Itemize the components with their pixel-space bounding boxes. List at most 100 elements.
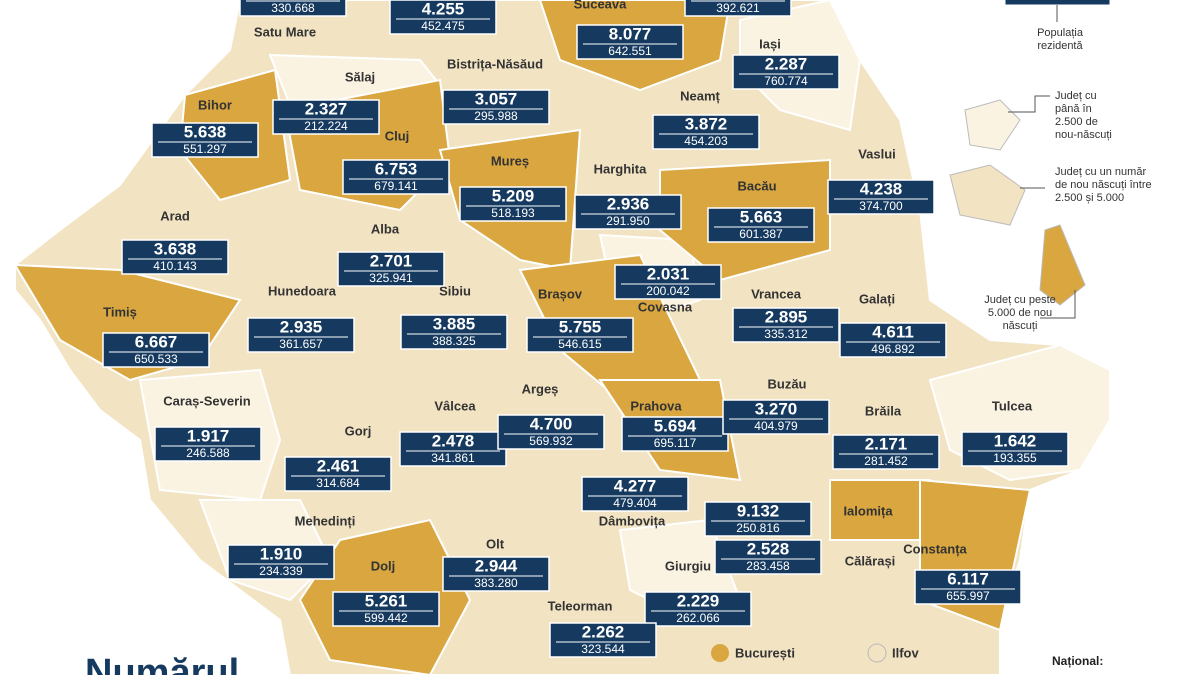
county-name: Mehedinți	[295, 513, 356, 528]
legend-population: Populația	[1037, 27, 1084, 39]
county-box	[389, 0, 497, 35]
county-box	[102, 332, 210, 368]
county-name: Satu Mare	[254, 24, 316, 39]
county-name: Dâmbovița	[599, 513, 666, 528]
county-box	[337, 251, 445, 287]
county-name: Dolj	[371, 558, 396, 573]
county-name: Suceava	[574, 0, 628, 11]
births: 2.935	[280, 317, 323, 336]
births: 2.461	[317, 456, 360, 475]
population: 291.950	[606, 214, 650, 228]
births: 2.936	[607, 194, 650, 213]
births: 2.031	[647, 264, 690, 283]
births: 6.753	[375, 159, 418, 178]
population: 518.193	[491, 206, 535, 220]
population: 655.997	[946, 589, 990, 603]
county-box	[832, 434, 940, 470]
county-box	[400, 314, 508, 350]
legend-high: născuți	[1003, 320, 1038, 332]
county-name: Harghita	[594, 161, 648, 176]
births: 2.171	[865, 434, 908, 453]
county-box	[581, 476, 689, 512]
county-name: Ialomița	[843, 503, 893, 518]
births: 3.885	[433, 314, 476, 333]
county-name: Vaslui	[858, 146, 896, 161]
county-name: Arad	[160, 208, 190, 223]
county-box	[442, 89, 550, 125]
legend-bucuresti: București	[735, 645, 795, 660]
population: 250.816	[736, 521, 780, 535]
county-name: Teleorman	[548, 598, 613, 613]
population: 496.892	[871, 342, 915, 356]
legend-mid: Județ cu un număr	[1055, 166, 1146, 178]
county-name: Sălaj	[345, 69, 375, 84]
population: 193.355	[993, 451, 1037, 465]
births: 2.944	[475, 556, 518, 575]
births: 5.755	[559, 317, 602, 336]
population: 330.668	[271, 1, 315, 15]
population: 388.325	[432, 334, 476, 348]
population: 599.442	[364, 611, 408, 625]
births: 5.694	[654, 416, 697, 435]
county-name: Caraș-Severin	[163, 393, 250, 408]
population: 454.203	[684, 134, 728, 148]
county-name: Neamț	[680, 88, 720, 103]
county-name: Bistrița-Năsăud	[447, 56, 543, 71]
population: 325.941	[369, 271, 413, 285]
births: 3.270	[755, 399, 798, 418]
county-box	[714, 539, 822, 575]
population: 335.312	[764, 327, 808, 341]
legend-low: 2.500 de	[1055, 116, 1098, 128]
legend-box	[1004, 0, 1111, 6]
county-name: Olt	[486, 536, 505, 551]
legend-pointer	[1008, 95, 1050, 113]
population: 410.143	[153, 259, 197, 273]
county-box	[239, 0, 347, 17]
population: 642.551	[608, 44, 652, 58]
births: 3.057	[475, 89, 518, 108]
county-name: Timiș	[103, 304, 137, 319]
legend-low-shape	[964, 99, 1021, 151]
county-box	[722, 399, 830, 435]
county-name: Galați	[859, 291, 895, 306]
county-name: Bihor	[198, 97, 232, 112]
county-box	[459, 186, 567, 222]
county-name: Mureș	[491, 153, 529, 168]
county-name: Tulcea	[992, 398, 1033, 413]
population: 212.224	[304, 119, 348, 133]
county-box	[497, 414, 605, 450]
births: 2.528	[747, 539, 790, 558]
county-name: Hunedoara	[268, 283, 337, 298]
population: 679.141	[374, 179, 418, 193]
county-name: Alba	[371, 221, 400, 236]
births: 3.638	[154, 239, 197, 258]
county-name: Cluj	[385, 128, 410, 143]
legend-low: Județ cu	[1055, 90, 1097, 102]
births: 5.663	[740, 207, 783, 226]
county-box	[399, 431, 507, 467]
population: 601.387	[739, 227, 783, 241]
population: 392.621	[716, 1, 760, 15]
births: 1.642	[994, 431, 1037, 450]
county-box	[121, 239, 229, 275]
births: 8.077	[609, 24, 652, 43]
county-box	[247, 317, 355, 353]
legend-national: Național:	[1052, 654, 1103, 668]
county-box	[827, 179, 935, 215]
county-box	[732, 307, 840, 343]
births: 2.287	[765, 54, 808, 73]
legend-mid-shape	[949, 164, 1026, 226]
births: 4.255	[422, 0, 465, 18]
births: 5.209	[492, 186, 535, 205]
births: 4.611	[872, 322, 914, 341]
county-box	[576, 24, 684, 60]
county-name: Argeș	[522, 381, 559, 396]
births: 4.238	[860, 179, 903, 198]
population: 452.475	[421, 19, 465, 33]
county-box	[732, 54, 840, 90]
county-name: Gorj	[345, 423, 372, 438]
births: 2.229	[677, 591, 720, 610]
legend-high: Județ cu peste	[984, 294, 1056, 306]
county-box	[549, 622, 657, 658]
